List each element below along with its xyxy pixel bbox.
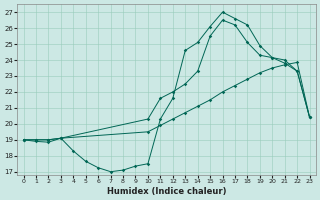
X-axis label: Humidex (Indice chaleur): Humidex (Indice chaleur) bbox=[107, 187, 226, 196]
